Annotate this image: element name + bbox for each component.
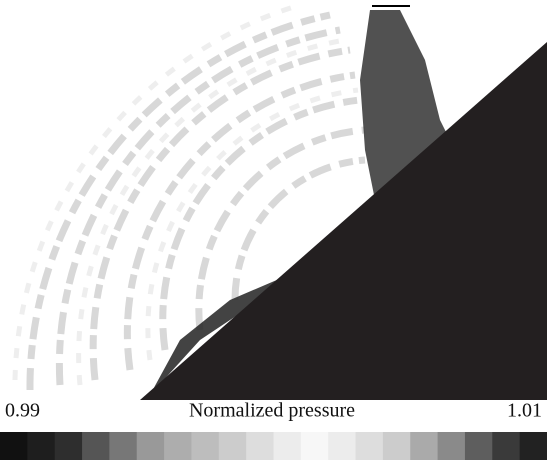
- colorbar-swatch: [465, 432, 493, 460]
- colorbar: [0, 432, 547, 460]
- colorbar-swatch: [492, 432, 520, 460]
- colorbar-min: 0.99: [5, 400, 40, 422]
- pressure-field: [10, 0, 547, 400]
- colorbar-swatch: [164, 432, 192, 460]
- colorbar-swatch: [246, 432, 274, 460]
- colorbar-swatch: [82, 432, 110, 460]
- colorbar-swatch: [0, 432, 28, 460]
- colorbar-swatch: [410, 432, 438, 460]
- colorbar-swatch: [356, 432, 384, 460]
- colorbar-swatch: [55, 432, 83, 460]
- colorbar-swatch: [274, 432, 302, 460]
- colorbar-label: Normalized pressure: [189, 400, 355, 422]
- colorbar-max: 1.01: [507, 400, 542, 422]
- colorbar-swatch: [438, 432, 466, 460]
- colorbar-swatch: [301, 432, 329, 460]
- colorbar-swatch: [520, 432, 547, 460]
- figure: 0.99 Normalized pressure 1.01: [0, 0, 547, 460]
- colorbar-swatch: [27, 432, 55, 460]
- colorbar-swatch: [109, 432, 137, 460]
- colorbar-swatch: [137, 432, 165, 460]
- colorbar-swatch: [328, 432, 356, 460]
- colorbar-swatch: [219, 432, 247, 460]
- colorbar-swatch: [191, 432, 219, 460]
- colorbar-swatch: [383, 432, 411, 460]
